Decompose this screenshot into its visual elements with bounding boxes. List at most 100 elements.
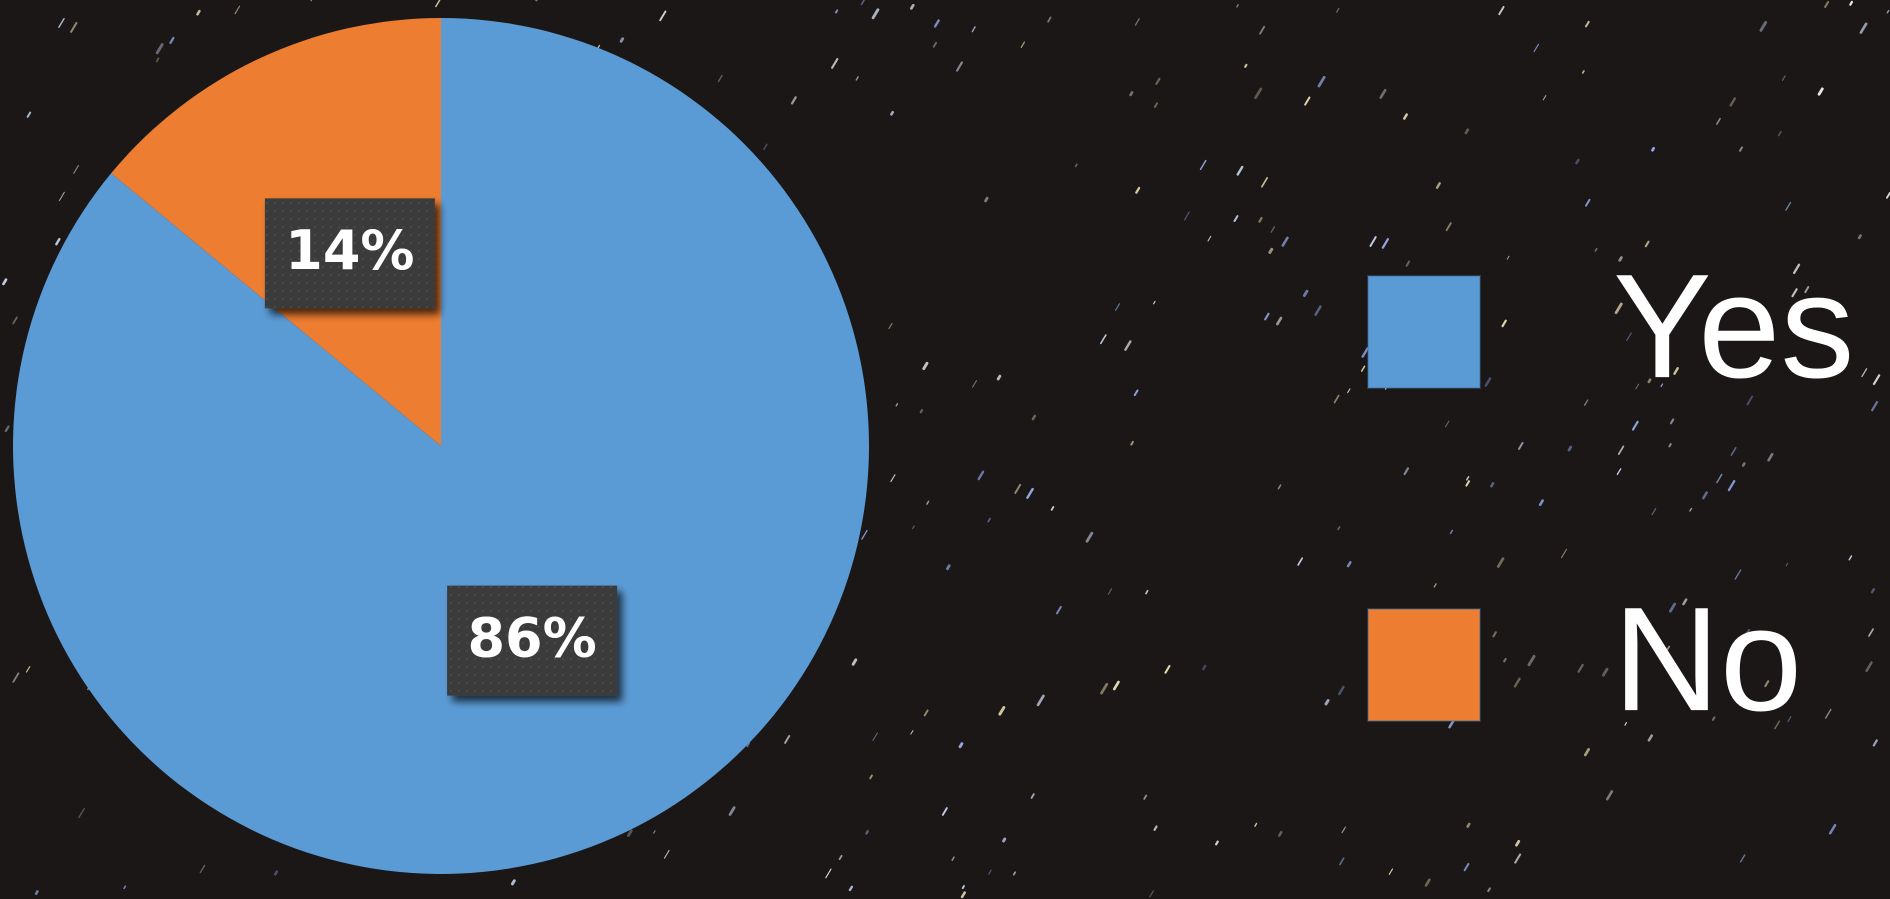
star [1245,65,1246,67]
star [1087,533,1092,541]
star [1540,501,1542,505]
star [1426,880,1429,886]
star [1135,391,1138,396]
star [1348,562,1350,566]
star [1262,178,1267,187]
star [850,887,852,890]
legend-swatch [1368,609,1480,721]
star [13,317,17,323]
star [1445,421,1448,427]
star [1779,132,1781,136]
star [1819,89,1822,94]
star [1114,682,1118,689]
star [1493,632,1495,636]
star [628,831,631,836]
star [927,501,929,504]
star [1862,369,1867,377]
star [1717,475,1722,483]
star [1125,341,1130,349]
star [6,427,9,432]
star [1743,463,1744,465]
star [826,869,831,878]
star [1529,656,1534,664]
star [960,744,962,747]
star [1499,7,1503,14]
star [1534,44,1538,51]
star [436,0,440,6]
star [1585,400,1588,405]
star [1404,115,1406,119]
star [27,667,30,672]
star [28,113,31,117]
star [1669,444,1670,446]
star [1203,666,1205,669]
star [1849,556,1851,560]
star [170,38,173,43]
star [74,165,79,173]
star [197,11,199,14]
star [1362,366,1365,371]
star [1363,348,1368,356]
star [1825,2,1828,7]
star [1255,824,1257,827]
star [1830,825,1835,833]
star [913,526,915,529]
star [1543,96,1545,100]
star [1731,448,1735,455]
star [13,673,18,682]
star [1516,841,1518,845]
star [1585,749,1588,754]
star [1326,701,1328,704]
star [157,45,162,53]
star [911,731,913,734]
star [935,20,939,26]
star [853,660,856,664]
star [1319,77,1324,86]
star [1466,130,1468,133]
star [1052,507,1054,510]
page: {"chart_data": {"type": "pie", "categori… [0,0,1890,899]
legend-text: No [1613,577,1802,742]
star [1155,827,1157,830]
star [1108,589,1111,594]
star [1872,589,1874,592]
star [1874,740,1877,745]
star [973,381,977,388]
star [1237,5,1238,7]
star [1033,416,1035,419]
star [1729,481,1734,490]
star [1583,71,1584,73]
star [59,192,64,200]
star [1447,223,1451,230]
star [1465,864,1469,870]
star [840,856,842,859]
star [856,77,858,80]
star [1101,684,1106,693]
star [1579,665,1583,672]
star [719,76,722,82]
star [1131,92,1132,94]
star [1874,375,1879,384]
star [972,27,975,32]
star [1586,22,1589,27]
star [1135,19,1139,25]
star [1342,827,1345,832]
star [934,43,936,47]
star [862,0,865,4]
star [1576,160,1578,163]
star [1238,167,1243,175]
star [947,566,949,569]
star [311,0,315,1]
star [1515,855,1520,863]
star [1265,314,1268,320]
star [654,831,655,833]
star [1201,161,1206,170]
star [235,6,240,14]
star [862,531,867,540]
star [1437,183,1440,187]
star [1256,89,1261,98]
star [1586,200,1589,206]
star [1021,42,1024,47]
star [157,58,159,61]
star [873,733,877,740]
